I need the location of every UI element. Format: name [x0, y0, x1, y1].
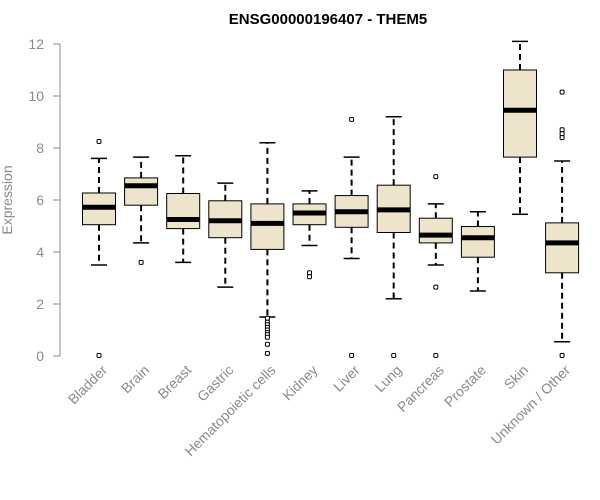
outlier-point [96, 139, 102, 144]
outlier-point [264, 350, 270, 356]
x-tick-label: Brain [118, 362, 152, 396]
outlier-point [349, 116, 355, 122]
box-bladder [82, 139, 116, 358]
x-tick-label: Liver [330, 362, 363, 395]
outlier-point [264, 315, 270, 321]
outlier-point [559, 89, 565, 95]
outlier-point [559, 135, 565, 141]
outlier-point [349, 352, 355, 358]
outlier-point [264, 341, 270, 347]
box-hematopoietic-cells [250, 142, 285, 356]
outlier-point [138, 259, 144, 265]
x-tick-label: Pancreas [394, 362, 447, 415]
iqr-box [418, 217, 453, 244]
iqr-box [250, 203, 285, 250]
y-tick-label: 6 [36, 192, 44, 208]
box-unknown-other [545, 89, 580, 358]
box-skin [503, 40, 537, 216]
iqr-box [545, 222, 580, 274]
boxes-group [82, 40, 580, 358]
box-pancreas [418, 174, 453, 358]
x-tick-label: Unknown / Other [488, 362, 574, 448]
iqr-box [124, 177, 159, 206]
iqr-box [503, 69, 537, 158]
box-brain [124, 156, 159, 265]
iqr-box [460, 226, 495, 258]
outlier-point [307, 274, 312, 280]
box-lung [376, 116, 411, 358]
x-tick-label: Prostate [441, 362, 489, 410]
outlier-point [433, 352, 439, 358]
y-tick-label: 0 [36, 348, 44, 364]
box-breast [166, 155, 201, 264]
x-tick-label: Lung [371, 362, 404, 395]
outlier-point [559, 352, 565, 358]
iqr-box [166, 193, 201, 230]
chart-title: ENSG00000196407 - THEM5 [229, 11, 427, 28]
outlier-point [391, 352, 397, 358]
outlier-point [307, 270, 312, 276]
y-tick-label: 4 [36, 244, 44, 260]
y-tick-label: 8 [36, 140, 44, 156]
box-kidney [292, 190, 327, 280]
x-tick-label: Breast [154, 362, 194, 402]
x-tick-label: Kidney [279, 362, 321, 404]
y-tick-label: 10 [28, 88, 44, 104]
y-tick-label: 12 [28, 36, 44, 52]
x-tick-label: Skin [501, 362, 532, 393]
box-liver [334, 116, 369, 358]
y-tick-label: 2 [36, 296, 44, 312]
x-tick-label: Bladder [65, 362, 111, 408]
y-axis: 0 2 4 6 8 10 12 [28, 36, 61, 364]
box-gastric [208, 182, 243, 288]
outlier-point [264, 334, 270, 340]
outlier-point [433, 284, 439, 290]
outlier-point [559, 131, 565, 137]
outlier-point [96, 352, 102, 358]
outlier-point [433, 174, 439, 180]
y-axis-label: Expression [0, 165, 15, 234]
box-prostate [460, 210, 495, 292]
